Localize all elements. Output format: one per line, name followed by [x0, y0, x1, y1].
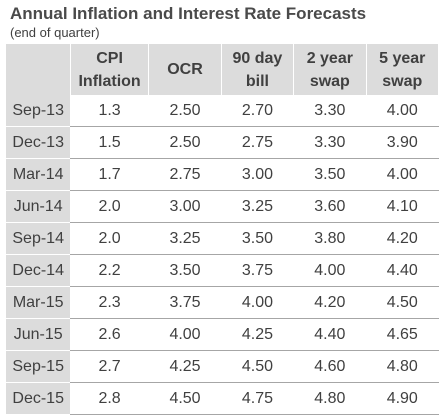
- header-cpi-inflation: CPI Inflation: [70, 44, 150, 95]
- cell-5-year-swap: 4.65: [366, 318, 439, 351]
- header-row: CPI Inflation OCR 90 day bill 2 year swa…: [6, 44, 440, 95]
- header-2-year-swap: 2 year swap: [293, 44, 367, 95]
- row-label: Dec-13: [6, 126, 71, 159]
- cell-5-year-swap: 4.00: [366, 158, 439, 191]
- row-label: Sep-13: [6, 95, 71, 127]
- cell-90-day-bill: 4.50: [221, 350, 294, 383]
- cell-5-year-swap: 4.90: [366, 382, 439, 415]
- cell-2-year-swap: 3.80: [293, 222, 367, 255]
- cell-cpi-inflation: 2.3: [70, 286, 149, 319]
- header-line: bill: [245, 72, 269, 90]
- row-label: Dec-15: [6, 382, 71, 415]
- header-line: Inflation: [78, 72, 141, 90]
- cell-2-year-swap: 4.20: [293, 286, 367, 319]
- row-label: Mar-14: [6, 158, 71, 191]
- cell-cpi-inflation: 2.2: [70, 254, 149, 287]
- table-row: Sep-13 1.3 2.50 2.70 3.30 4.00: [6, 95, 439, 127]
- cell-cpi-inflation: 2.8: [70, 382, 149, 415]
- table-body: Sep-13 1.3 2.50 2.70 3.30 4.00 Dec-13 1.5 2.50 2.…: [6, 95, 439, 415]
- cell-2-year-swap: 4.60: [293, 350, 367, 383]
- cell-90-day-bill: 4.00: [221, 286, 294, 319]
- header-line: 2 year: [306, 49, 353, 67]
- table-row: Dec-13 1.5 2.50 2.75 3.30 3.90: [6, 126, 439, 159]
- header-line: CPI: [96, 49, 123, 67]
- cell-ocr: 3.25: [148, 222, 222, 255]
- cell-5-year-swap: 4.10: [366, 190, 439, 223]
- header-90-day-bill: 90 day bill: [221, 44, 295, 95]
- cell-cpi-inflation: 2.0: [70, 222, 149, 255]
- forecast-table: CPI Inflation OCR 90 day bill 2 year swa…: [6, 44, 440, 415]
- chart-title: Annual Inflation and Interest Rate Forec…: [10, 4, 367, 23]
- cell-cpi-inflation: 1.3: [70, 95, 149, 127]
- cell-90-day-bill: 2.70: [221, 95, 294, 127]
- table-row: Mar-15 2.3 3.75 4.00 4.20 4.50: [6, 286, 439, 319]
- header-corner: [6, 44, 71, 95]
- cell-90-day-bill: 2.75: [221, 126, 294, 159]
- cell-90-day-bill: 3.75: [221, 254, 294, 287]
- cell-5-year-swap: 4.20: [366, 222, 439, 255]
- table-row: Dec-14 2.2 3.50 3.75 4.00 4.40: [6, 254, 439, 287]
- cell-90-day-bill: 3.00: [221, 158, 294, 191]
- row-label: Sep-14: [6, 222, 71, 255]
- cell-cpi-inflation: 2.6: [70, 318, 149, 351]
- cell-90-day-bill: 4.75: [221, 382, 294, 415]
- cell-ocr: 2.50: [148, 126, 222, 159]
- cell-ocr: 4.50: [148, 382, 222, 415]
- cell-ocr: 3.00: [148, 190, 222, 223]
- header-line: OCR: [167, 61, 203, 78]
- cell-5-year-swap: 4.40: [366, 254, 439, 287]
- cell-ocr: 3.75: [148, 286, 222, 319]
- cell-2-year-swap: 3.30: [293, 95, 367, 127]
- header-5-year-swap: 5 year swap: [366, 44, 440, 95]
- row-label: Dec-14: [6, 254, 71, 287]
- cell-cpi-inflation: 2.7: [70, 350, 149, 383]
- cell-5-year-swap: 3.90: [366, 126, 439, 159]
- cell-2-year-swap: 4.80: [293, 382, 367, 415]
- header-line: swap: [309, 72, 350, 90]
- header-ocr: OCR: [148, 44, 222, 95]
- header-line: 5 year: [379, 49, 426, 67]
- cell-2-year-swap: 4.00: [293, 254, 367, 287]
- cell-ocr: 3.50: [148, 254, 222, 287]
- header-line: swap: [382, 72, 423, 90]
- table-row: Jun-14 2.0 3.00 3.25 3.60 4.10: [6, 190, 439, 223]
- cell-cpi-inflation: 1.5: [70, 126, 149, 159]
- cell-ocr: 2.75: [148, 158, 222, 191]
- cell-5-year-swap: 4.80: [366, 350, 439, 383]
- cell-2-year-swap: 3.30: [293, 126, 367, 159]
- row-label: Mar-15: [6, 286, 71, 319]
- cell-2-year-swap: 4.40: [293, 318, 367, 351]
- cell-90-day-bill: 3.25: [221, 190, 294, 223]
- table-row: Mar-14 1.7 2.75 3.00 3.50 4.00: [6, 158, 439, 191]
- cell-90-day-bill: 3.50: [221, 222, 294, 255]
- cell-2-year-swap: 3.60: [293, 190, 367, 223]
- chart-subtitle: (end of quarter): [10, 25, 100, 40]
- cell-ocr: 4.00: [148, 318, 222, 351]
- cell-90-day-bill: 4.25: [221, 318, 294, 351]
- cell-ocr: 4.25: [148, 350, 222, 383]
- table-row: Sep-14 2.0 3.25 3.50 3.80 4.20: [6, 222, 439, 255]
- row-label: Jun-14: [6, 190, 71, 223]
- header-line: 90 day: [232, 49, 283, 67]
- cell-5-year-swap: 4.50: [366, 286, 439, 319]
- cell-cpi-inflation: 1.7: [70, 158, 149, 191]
- row-label: Jun-15: [6, 318, 71, 351]
- table-row: Jun-15 2.6 4.00 4.25 4.40 4.65: [6, 318, 439, 351]
- cell-2-year-swap: 3.50: [293, 158, 367, 191]
- cell-cpi-inflation: 2.0: [70, 190, 149, 223]
- table-row: Sep-15 2.7 4.25 4.50 4.60 4.80: [6, 350, 439, 383]
- table-row: Dec-15 2.8 4.50 4.75 4.80 4.90: [6, 382, 439, 415]
- cell-ocr: 2.50: [148, 95, 222, 127]
- row-label: Sep-15: [6, 350, 71, 383]
- cell-5-year-swap: 4.00: [366, 95, 439, 127]
